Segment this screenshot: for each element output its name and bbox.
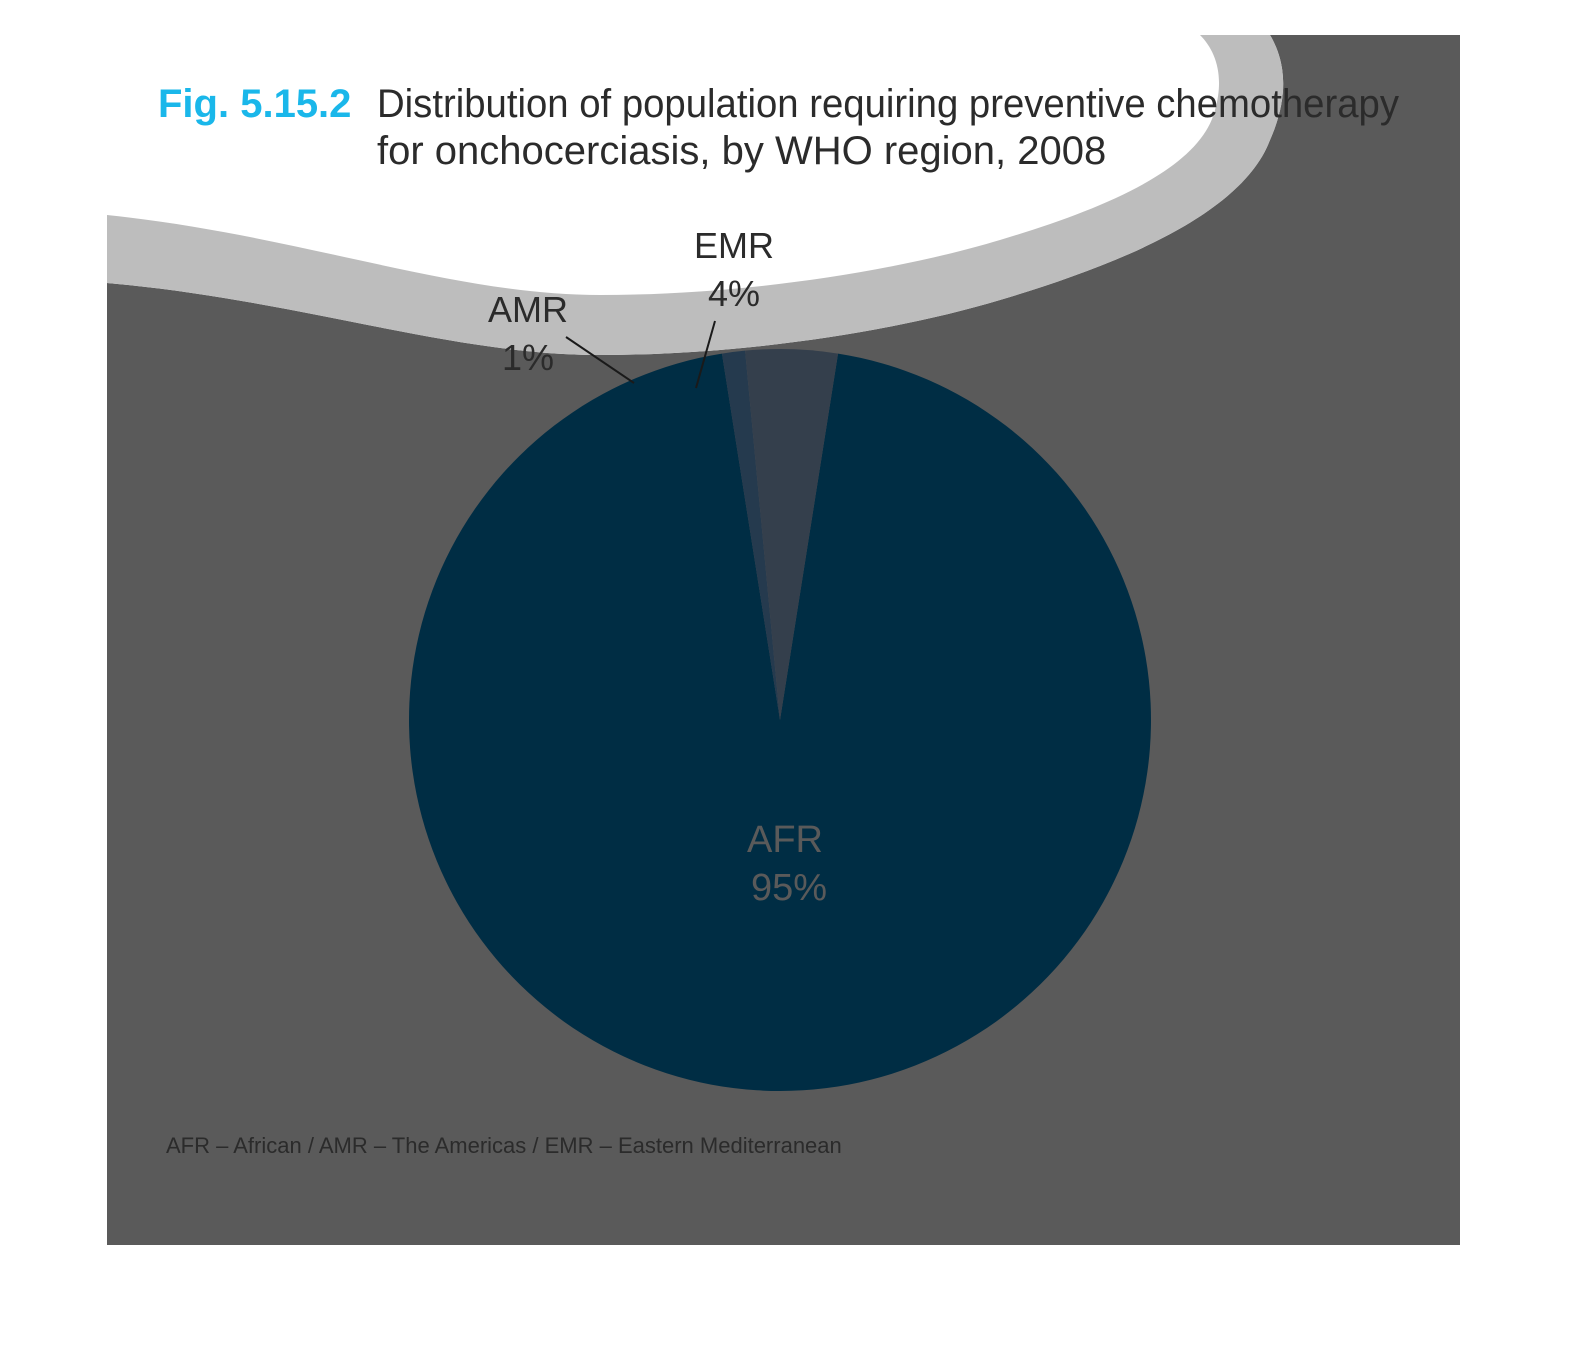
pie-slice-emr [745, 349, 839, 720]
figure-number: Fig. 5.15.2 [158, 82, 351, 126]
amr-leader-line [565, 336, 635, 384]
emr-value-label: 4% [708, 273, 760, 314]
figure-title-line2: for onchocerciasis, by WHO region, 2008 [377, 129, 1106, 173]
afr-label: AFR [747, 819, 823, 861]
afr-value-label: 95% [751, 867, 827, 909]
wave-band [107, 35, 1284, 355]
figure-title-line1: Distribution of population requiring pre… [377, 82, 1399, 126]
amr-value-label: 1% [502, 337, 554, 378]
pie-slice-amr [721, 350, 780, 720]
emr-leader-line [695, 320, 716, 389]
pie-slice-afr [408, 353, 1151, 1092]
amr-label: AMR [488, 289, 568, 330]
emr-label: EMR [694, 225, 774, 266]
footnote: AFR – African / AMR – The Americas / EMR… [166, 1133, 842, 1158]
